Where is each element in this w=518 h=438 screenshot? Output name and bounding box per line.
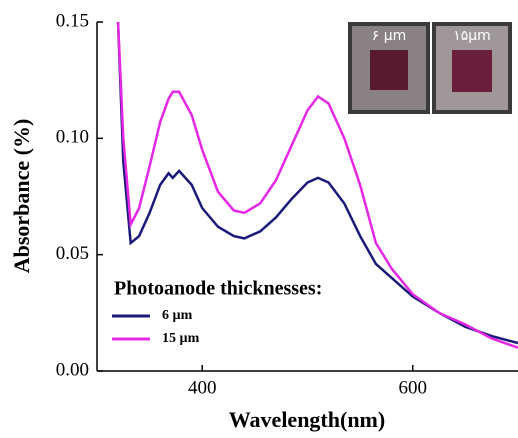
legend-title: Photoanode thicknesses: (114, 278, 322, 300)
series-line (116, 22, 518, 345)
plot-lines (116, 22, 518, 349)
legend-label: 6 µm (162, 308, 193, 323)
inset-label: ۱۵µm (453, 28, 491, 44)
inset-photos: ۶ µm ۱۵µm (348, 22, 512, 114)
sample (452, 50, 492, 92)
y-axis-title: Absorbance (%) (9, 119, 34, 274)
sample (370, 50, 408, 90)
x-tick-label: 600 (399, 377, 428, 398)
series-line (116, 22, 518, 349)
x-tick-label: 400 (188, 377, 217, 398)
y-tick-label: 0.10 (56, 127, 89, 148)
x-axis-title: Wavelength(nm) (229, 407, 385, 432)
y-tick-label: 0.15 (56, 10, 89, 31)
y-tick-label: 0.00 (56, 359, 89, 380)
legend-label: 15 µm (162, 331, 200, 346)
inset-label: ۶ µm (372, 28, 407, 44)
y-tick-label: 0.05 (56, 243, 89, 264)
